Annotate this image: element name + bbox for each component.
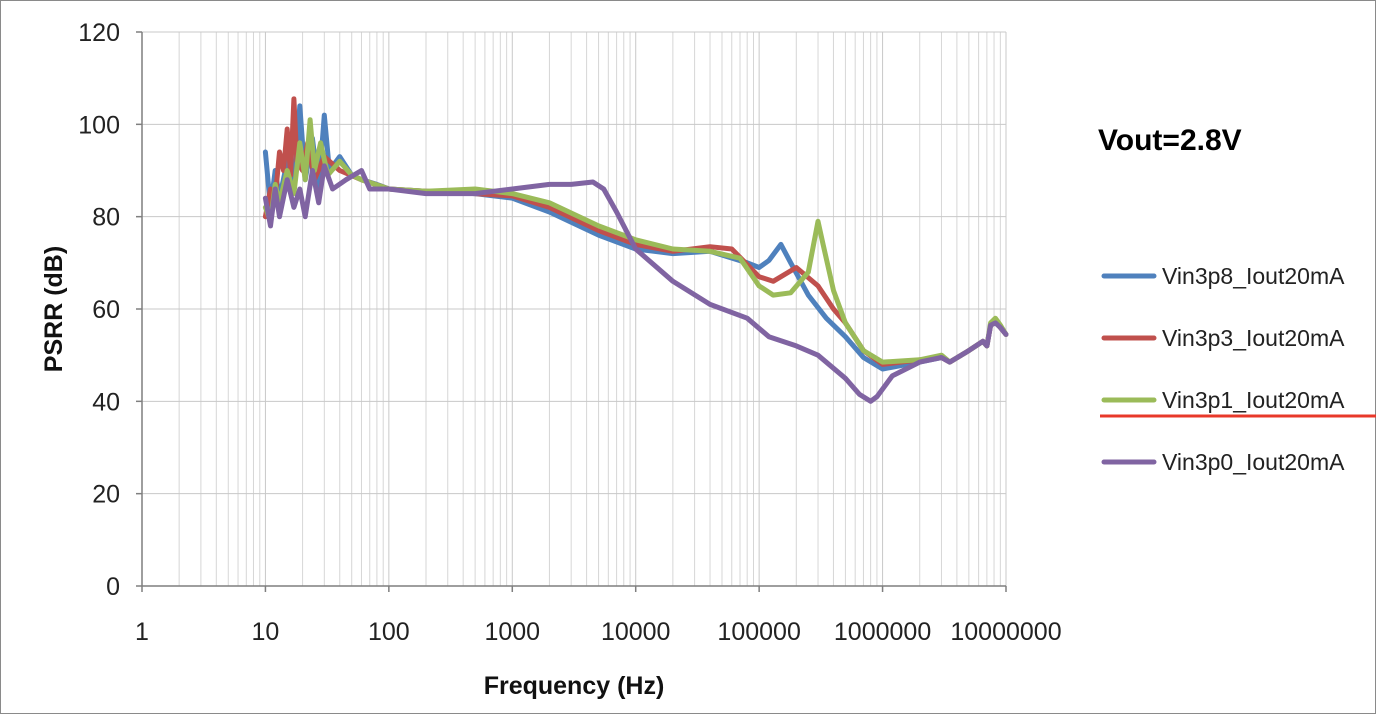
x-tick-label: 1 — [135, 618, 149, 646]
y-tick-label: 0 — [106, 573, 120, 601]
x-tick-label: 1000 — [484, 618, 540, 646]
legend-label: Vin3p3_Iout20mA — [1162, 325, 1345, 351]
x-tick-label: 10000 — [601, 618, 671, 646]
y-tick-label: 20 — [92, 481, 120, 509]
axes — [136, 31, 1007, 592]
legend-label: Vin3p8_Iout20mA — [1162, 263, 1345, 289]
y-tick-label: 40 — [92, 388, 120, 416]
grid — [141, 31, 1007, 587]
y-tick-label: 100 — [78, 111, 120, 139]
legend-label: Vin3p0_Iout20mA — [1162, 449, 1345, 475]
y-tick-label: 120 — [78, 19, 120, 47]
x-tick-label: 1000000 — [834, 618, 931, 646]
x-tick-label: 100000 — [717, 618, 800, 646]
y-tick-label: 60 — [92, 296, 120, 324]
legend-label: Vin3p1_Iout20mA — [1162, 387, 1345, 413]
series-lines — [262, 96, 1009, 404]
y-axis-label: PSRR (dB) — [40, 246, 68, 372]
x-axis-label: Frequency (Hz) — [484, 672, 665, 700]
x-tick-label: 10000000 — [950, 618, 1061, 646]
x-tick-label: 10 — [252, 618, 280, 646]
x-tick-labels: 1 10 100 1000 10000 100000 1000000 10000000 — [135, 618, 1062, 646]
vout-annotation: Vout=2.8V — [1098, 124, 1242, 157]
legend: Vin3p8_Iout20mA Vin3p3_Iout20mA Vin3p1_Iou… — [1101, 263, 1345, 475]
y-tick-label: 80 — [92, 204, 120, 232]
x-tick-label: 100 — [368, 618, 410, 646]
y-tick-labels: 0 20 40 60 80 100 120 — [78, 19, 120, 601]
series-line-4 — [262, 163, 1009, 404]
